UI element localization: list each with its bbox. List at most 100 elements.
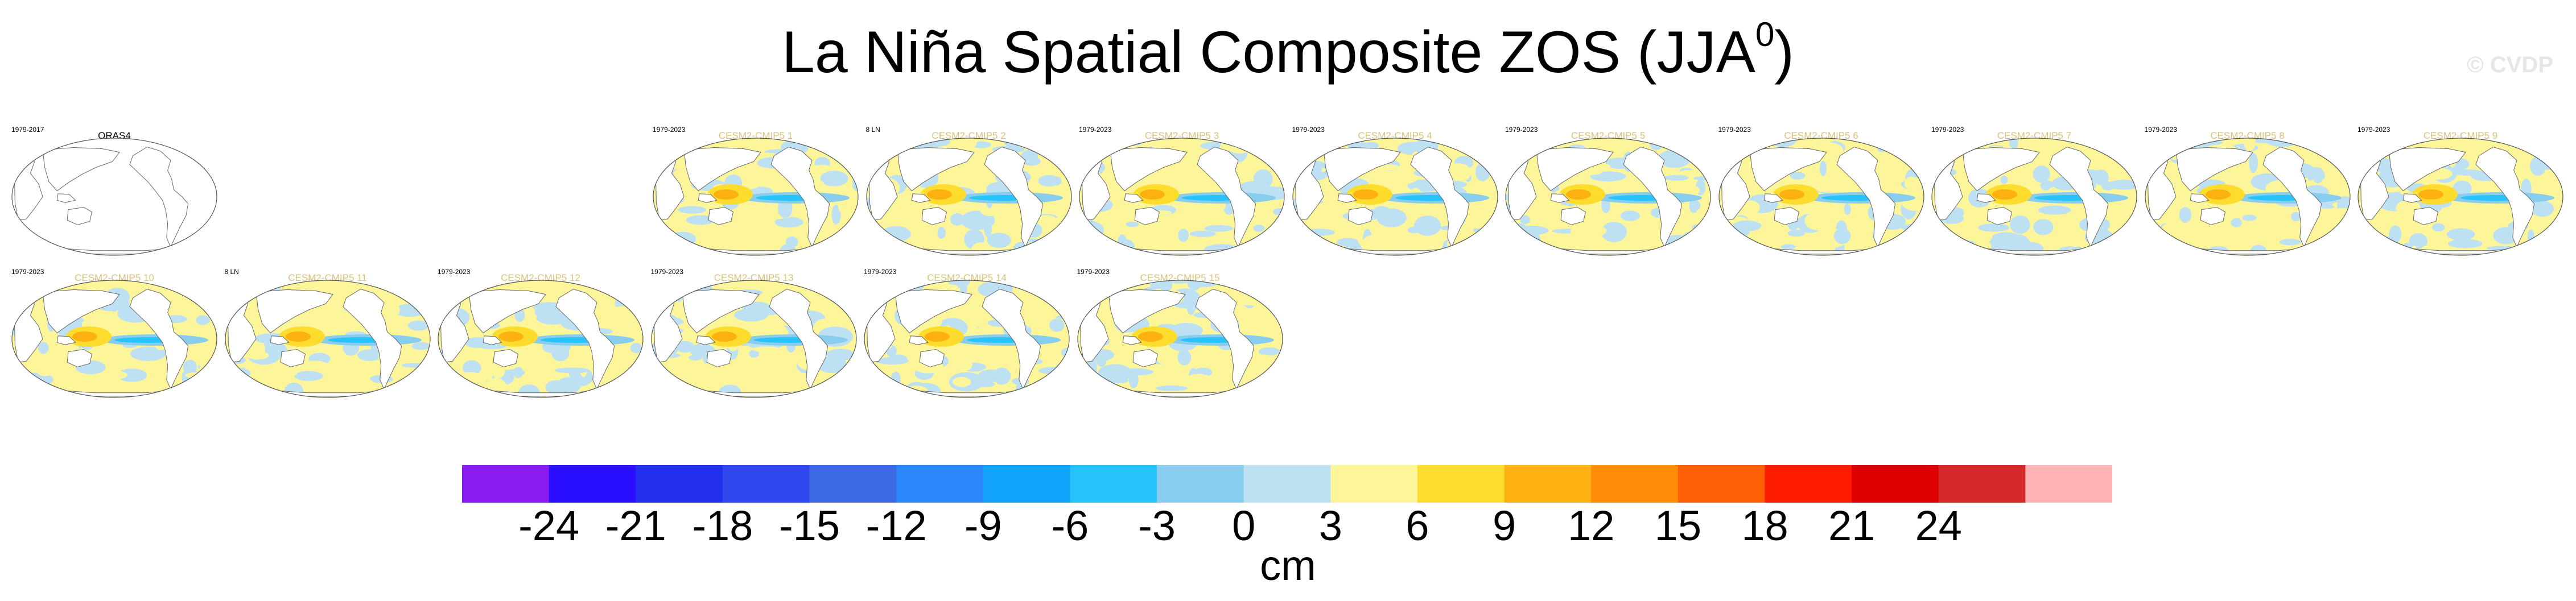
continent-outline [919,349,945,367]
map-border [865,138,1072,256]
continent-outline [129,146,189,248]
anomaly-patch [2145,235,2159,242]
anomaly-patch [34,358,56,376]
continent-outline [342,288,402,390]
warm-pool-core [711,331,737,342]
panel-title: CESM2-CMIP5 3 [1144,130,1219,141]
anomaly-patch [2129,190,2137,198]
anomaly-patch [225,290,245,296]
panel-period: 1979-2023 [2357,126,2390,134]
map-panel: CESM2-CMIP5 11 8 LN [222,268,433,400]
anomaly-patch [1682,185,1700,196]
anomaly-patch [1292,142,1322,156]
anomaly-patch [610,306,634,320]
anomaly-patch [2520,154,2530,160]
panel-period: 1979-2023 [1505,126,1538,134]
anomaly-patch [1833,228,1850,244]
anomaly-patch [2530,186,2562,196]
anomaly-patch [1204,225,1234,232]
anomaly-patch [812,138,844,152]
anomaly-patch [1309,211,1339,217]
anomaly-patch [817,391,835,397]
anomaly-patch [2327,208,2350,217]
panel-title: CESM2-CMIP5 2 [932,130,1006,141]
anomaly-patch [383,302,400,318]
anomaly-patch [2272,217,2282,226]
title-main: La Niña Spatial Composite ZOS (JJA [782,19,1755,85]
anomaly-patch [438,373,468,392]
colorbar-units: cm [1260,542,1316,589]
anomaly-patch [820,171,848,186]
anomaly-patch [2132,152,2137,165]
anomaly-patch [1506,173,1510,180]
anomaly-patch [1177,350,1191,366]
anomaly-patch [1413,215,1441,236]
anomaly-patch [299,360,328,370]
warm-pool-core [2418,189,2443,200]
anomaly-patch [555,367,590,374]
warm-pool-core [285,331,311,342]
anomaly-patch [835,391,843,397]
continent-outline [2200,206,2225,225]
anomaly-patch [1445,163,1471,183]
anomaly-patch [1732,220,1761,231]
anomaly-patch [630,382,643,397]
anomaly-patch [2105,139,2137,155]
colorbar-tick-label: -15 [779,502,840,549]
anomaly-patch [835,233,858,242]
robinson-map [1718,138,1924,256]
anomaly-patch [978,369,1005,382]
anomaly-patch [880,226,911,242]
colorbar-swatch [636,465,723,503]
panel-period: 8 LN [865,126,880,134]
anomaly-patch [1690,200,1701,211]
anomaly-patch [1336,238,1358,247]
anomaly-patch [669,231,696,247]
colorbar-swatch [1852,465,1939,503]
anomaly-patch [248,280,263,295]
continent-outline [483,335,502,345]
warm-pool-core [925,331,950,342]
anomaly-patch [688,355,702,360]
anomaly-patch [1244,354,1278,362]
title-superscript: 0 [1755,15,1775,53]
map-panel: CESM2-CMIP5 5 1979-2023 [1503,126,1713,258]
map-border [2144,138,2351,256]
colorbar-swatch [722,465,810,503]
anomaly-patch [2093,169,2109,185]
warm-pool-core [2205,189,2231,200]
anomaly-patch [1083,230,1100,251]
map-panel: CESM2-CMIP5 8 1979-2023 [2142,126,2353,258]
map-panel: CESM2-CMIP5 13 1979-2023 [649,268,859,400]
anomaly-patch [463,360,481,375]
panel-period: 8 LN [224,268,239,276]
map-border [1077,280,1283,398]
anomaly-patch [965,138,979,143]
anomaly-patch [227,384,246,395]
anomaly-patch [2432,223,2445,232]
panel-period: 1979-2023 [1931,126,1964,134]
anomaly-patch [118,325,131,334]
anomaly-patch [1243,389,1259,397]
anomaly-patch [2527,229,2534,244]
panel-title: CESM2-CMIP5 7 [1997,130,2072,141]
anomaly-patch [1942,239,1975,246]
anomaly-patch [1474,140,1482,154]
continent-outline [129,288,189,390]
anomaly-patch [2107,180,2137,190]
anomaly-patch [1112,247,1136,255]
anomaly-patch [678,206,706,214]
map-border [1718,138,1924,256]
anomaly-patch [1693,232,1711,248]
anomaly-patch [653,234,666,246]
anomaly-patch [1506,247,1518,255]
anomaly-patch [774,217,803,228]
continent-outline [768,288,828,390]
anomaly-patch [2290,212,2301,222]
anomaly-patch [1221,391,1240,397]
anomaly-patch [2448,239,2483,248]
anomaly-patch [1256,289,1283,296]
robinson-map [1079,138,1285,256]
map-border [224,280,431,398]
warm-pool-core [1992,189,2017,200]
